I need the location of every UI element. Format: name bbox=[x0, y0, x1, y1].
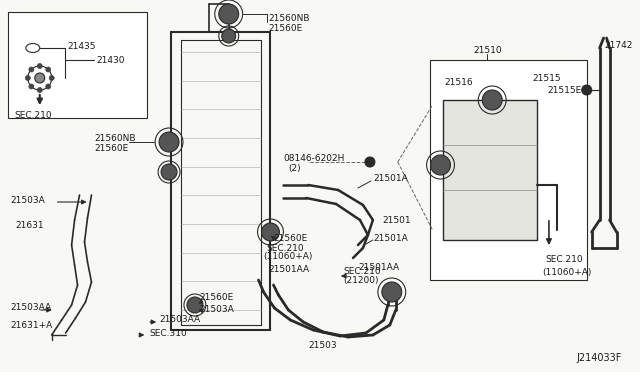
Text: 21501A: 21501A bbox=[373, 173, 408, 183]
Text: 21430: 21430 bbox=[97, 55, 125, 64]
Text: (11060+A): (11060+A) bbox=[264, 253, 313, 262]
Circle shape bbox=[29, 84, 34, 89]
Circle shape bbox=[582, 85, 591, 95]
Text: 21742: 21742 bbox=[605, 41, 633, 49]
Circle shape bbox=[49, 76, 54, 80]
Circle shape bbox=[35, 73, 45, 83]
Circle shape bbox=[161, 164, 177, 180]
Bar bbox=[429, 60, 587, 280]
Circle shape bbox=[219, 4, 239, 24]
Text: (11060+A): (11060+A) bbox=[542, 267, 591, 276]
Text: J214033F: J214033F bbox=[577, 353, 622, 363]
Bar bbox=[8, 12, 147, 118]
Text: 21631+A: 21631+A bbox=[10, 321, 52, 330]
Text: 21516: 21516 bbox=[445, 77, 473, 87]
Circle shape bbox=[45, 67, 51, 72]
Text: 21501: 21501 bbox=[383, 215, 412, 224]
Text: 21631: 21631 bbox=[15, 221, 44, 230]
Text: 21503A: 21503A bbox=[199, 305, 234, 314]
Text: 21503: 21503 bbox=[308, 340, 337, 350]
Text: 21560E: 21560E bbox=[95, 144, 129, 153]
Circle shape bbox=[159, 132, 179, 152]
Text: 21560NB: 21560NB bbox=[269, 13, 310, 22]
Circle shape bbox=[431, 155, 451, 175]
Text: (21200): (21200) bbox=[343, 276, 379, 285]
Circle shape bbox=[37, 87, 42, 93]
Text: 21560E: 21560E bbox=[269, 23, 303, 32]
Circle shape bbox=[37, 64, 42, 68]
Text: 21435: 21435 bbox=[68, 42, 96, 51]
Circle shape bbox=[187, 297, 203, 313]
Text: 21515: 21515 bbox=[532, 74, 561, 83]
Text: 21501AA: 21501AA bbox=[358, 263, 399, 273]
Circle shape bbox=[45, 84, 51, 89]
Circle shape bbox=[365, 157, 375, 167]
Circle shape bbox=[221, 29, 236, 43]
Text: SEC.210: SEC.210 bbox=[266, 244, 304, 253]
Text: SEC.210: SEC.210 bbox=[14, 110, 52, 119]
Bar bbox=[442, 100, 537, 240]
Circle shape bbox=[382, 282, 402, 302]
Text: 21560E: 21560E bbox=[273, 234, 308, 243]
Text: 21501A: 21501A bbox=[373, 234, 408, 243]
Text: 08146-6202H: 08146-6202H bbox=[284, 154, 345, 163]
Text: 21510: 21510 bbox=[473, 45, 502, 55]
Circle shape bbox=[262, 223, 280, 241]
Text: 21503AA: 21503AA bbox=[159, 315, 200, 324]
Text: (2): (2) bbox=[289, 164, 301, 173]
Circle shape bbox=[29, 67, 34, 72]
Text: SEC.210: SEC.210 bbox=[343, 267, 381, 276]
Text: SEC.310: SEC.310 bbox=[149, 328, 187, 337]
Text: 21560E: 21560E bbox=[199, 294, 233, 302]
Text: 21501AA: 21501AA bbox=[269, 266, 310, 275]
Text: 21503AA: 21503AA bbox=[10, 304, 51, 312]
Circle shape bbox=[26, 76, 30, 80]
Circle shape bbox=[483, 90, 502, 110]
Text: 21515E: 21515E bbox=[547, 86, 581, 94]
Text: 21503A: 21503A bbox=[10, 196, 45, 205]
Text: SEC.210: SEC.210 bbox=[545, 256, 582, 264]
Text: 21560NB: 21560NB bbox=[95, 134, 136, 142]
